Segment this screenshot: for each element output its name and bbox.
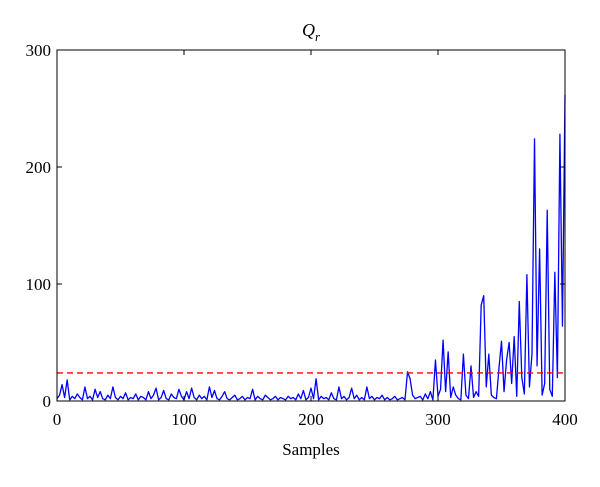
x-tick-label: 100 xyxy=(171,410,197,429)
x-tick-label: 200 xyxy=(298,410,324,429)
y-tick-label: 300 xyxy=(26,41,52,60)
x-tick-label: 400 xyxy=(552,410,578,429)
title-subscript: r xyxy=(315,29,321,44)
x-axis-label: Samples xyxy=(282,440,340,459)
y-tick-label: 200 xyxy=(26,158,52,177)
plot-area xyxy=(57,50,565,401)
y-tick-label: 0 xyxy=(43,392,52,411)
title-main: Q xyxy=(302,20,315,40)
data-line xyxy=(56,94,566,401)
x-tick-label: 0 xyxy=(53,410,62,429)
y-tick-label: 100 xyxy=(26,275,52,294)
chart-title: Qr xyxy=(302,20,321,44)
x-tick-label: 300 xyxy=(425,410,451,429)
